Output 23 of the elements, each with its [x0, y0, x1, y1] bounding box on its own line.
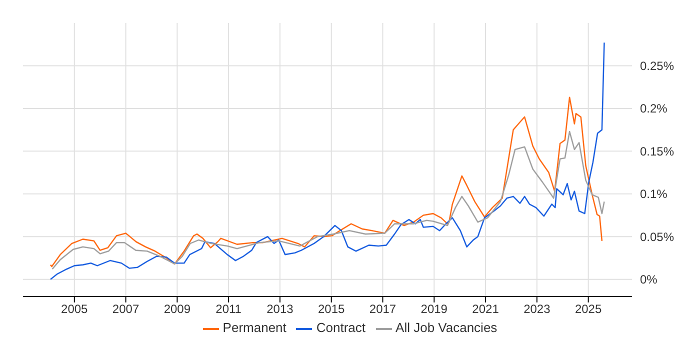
x-tick-label: 2023	[524, 302, 551, 316]
x-tick-label: 2017	[369, 302, 396, 316]
x-tick-label: 2013	[266, 302, 294, 316]
x-tick-label: 2007	[112, 302, 140, 316]
x-tick-label: 2025	[574, 302, 602, 316]
legend-label: Permanent	[222, 320, 286, 336]
x-tick-label: 2021	[472, 302, 500, 316]
line-series	[50, 96, 603, 268]
y-tick-label: 0%	[640, 272, 658, 287]
x-tick-label: 2019	[420, 302, 448, 316]
y-tick-label: 0.1%	[640, 187, 668, 202]
x-tick-label: 2015	[318, 302, 346, 316]
y-tick-label: 0.25%	[640, 58, 674, 73]
x-tick-label: 2011	[216, 302, 242, 316]
line-series	[50, 42, 605, 280]
line-series	[52, 130, 605, 270]
legend-label: Contract	[316, 320, 366, 336]
y-tick-label: 0.15%	[640, 144, 674, 158]
y-tick-label: 0.2%	[640, 102, 668, 116]
x-tick-label: 2009	[164, 302, 191, 316]
legend-label: All Job Vacancies	[396, 320, 498, 336]
y-tick-label: 0.05%	[640, 230, 674, 244]
x-tick-label: 2005	[61, 302, 88, 316]
